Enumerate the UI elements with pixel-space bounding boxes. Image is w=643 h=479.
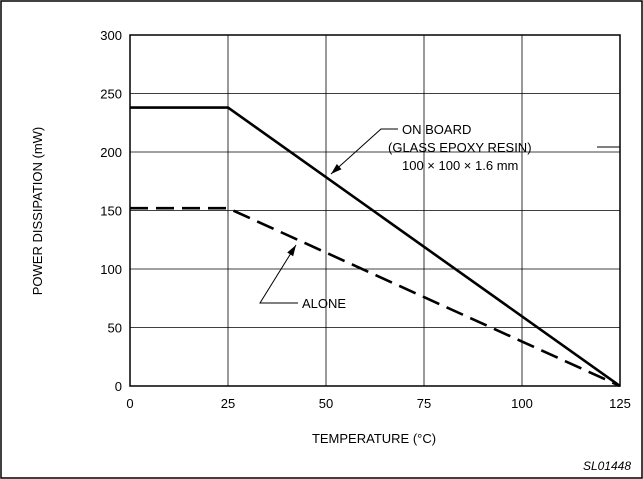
alone-leader-line [259,244,298,304]
x-tick-label: 75 [417,396,431,411]
y-tick-label: 150 [100,204,122,219]
x-tick-label: 25 [221,396,235,411]
y-tick-label: 200 [100,145,122,160]
tick-labels: 0 25 50 75 100 125 0 50 100 150 200 250 300 [100,28,631,411]
x-tick-label: 50 [319,396,333,411]
on-board-label-line2: (GLASS EPOXY RESIN) [388,140,532,155]
y-tick-label: 100 [100,262,122,277]
y-tick-label: 50 [108,321,122,336]
x-tick-label: 125 [609,396,631,411]
alone-leader-arrow [287,245,296,257]
y-tick-label: 300 [100,28,122,43]
on-board-leader-line [330,128,398,175]
on-board-label-line3: 100 × 100 × 1.6 mm [402,158,518,173]
on-board-label-line1: ON BOARD [402,122,471,137]
y-tick-label: 0 [115,379,122,394]
plot-frame [129,34,621,387]
x-tick-label: 100 [511,396,533,411]
y-tick-label: 250 [100,87,122,102]
series-lines [130,106,621,388]
x-tick-label: 0 [126,396,133,411]
alone-series-line [130,206,621,388]
y-axis-label: POWER DISSIPATION (mW) [30,127,45,296]
on-board-series-line [130,106,621,388]
x-axis-label: TEMPERATURE (°C) [312,431,436,446]
figure-code: SL01448 [583,459,631,473]
annotation-leaders [259,128,620,304]
grid [130,35,620,386]
alone-label: ALONE [302,296,346,311]
on-board-leader-arrow [331,164,342,174]
